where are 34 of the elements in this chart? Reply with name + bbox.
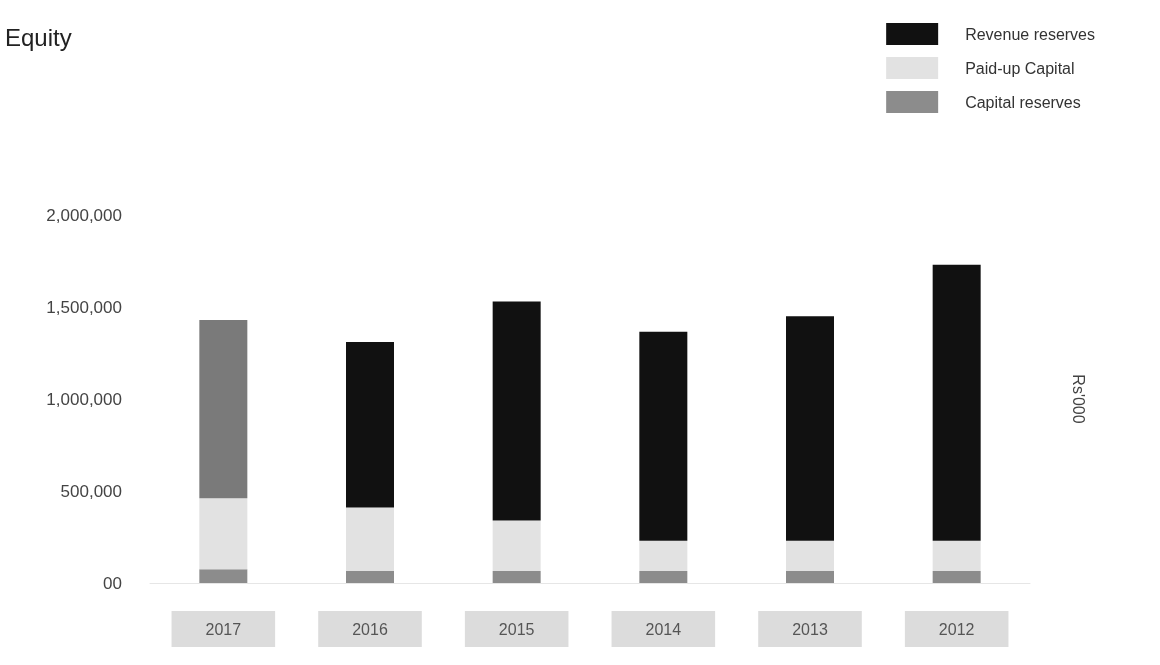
- bar: [639, 540, 688, 572]
- y-tick-label: 00: [103, 573, 122, 593]
- x-tick-label: 2014: [645, 620, 682, 638]
- bar: [932, 264, 981, 541]
- x-tick-label: 2016: [352, 620, 388, 638]
- bar: [199, 569, 248, 583]
- chart-title: Equity: [5, 23, 72, 51]
- bar: [492, 520, 541, 572]
- y-axis-title: Rs'000: [1069, 374, 1087, 424]
- x-tick-label: 2015: [498, 620, 535, 638]
- bar: [639, 571, 688, 583]
- legend-label: Paid-up Capital: [965, 59, 1075, 77]
- bar: [786, 540, 834, 572]
- bar: [199, 319, 248, 499]
- bar: [932, 571, 981, 583]
- bar: [492, 571, 541, 583]
- legend-label: Capital reserves: [965, 93, 1081, 111]
- bar: [786, 316, 834, 541]
- bar: [199, 498, 248, 570]
- x-tick-label: 2012: [938, 620, 975, 638]
- y-tick-label: 500,000: [60, 481, 122, 501]
- x-tick-label: 2017: [205, 620, 242, 638]
- bar: [492, 301, 541, 521]
- x-tick-label: 2013: [792, 620, 828, 638]
- y-tick-label: 1,500,000: [46, 297, 122, 317]
- bar: [346, 507, 394, 572]
- bar: [932, 540, 981, 572]
- legend-label: Revenue reserves: [965, 25, 1095, 43]
- y-tick-label: 2,000,000: [46, 205, 122, 225]
- y-tick-label: 1,000,000: [46, 389, 122, 409]
- bar: [346, 341, 394, 508]
- bar: [346, 571, 394, 583]
- bar: [786, 571, 834, 583]
- bar: [639, 331, 688, 541]
